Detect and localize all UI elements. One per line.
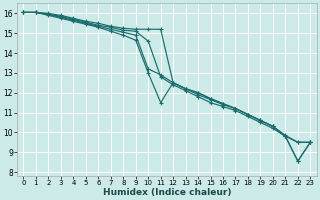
X-axis label: Humidex (Indice chaleur): Humidex (Indice chaleur) (103, 188, 231, 197)
